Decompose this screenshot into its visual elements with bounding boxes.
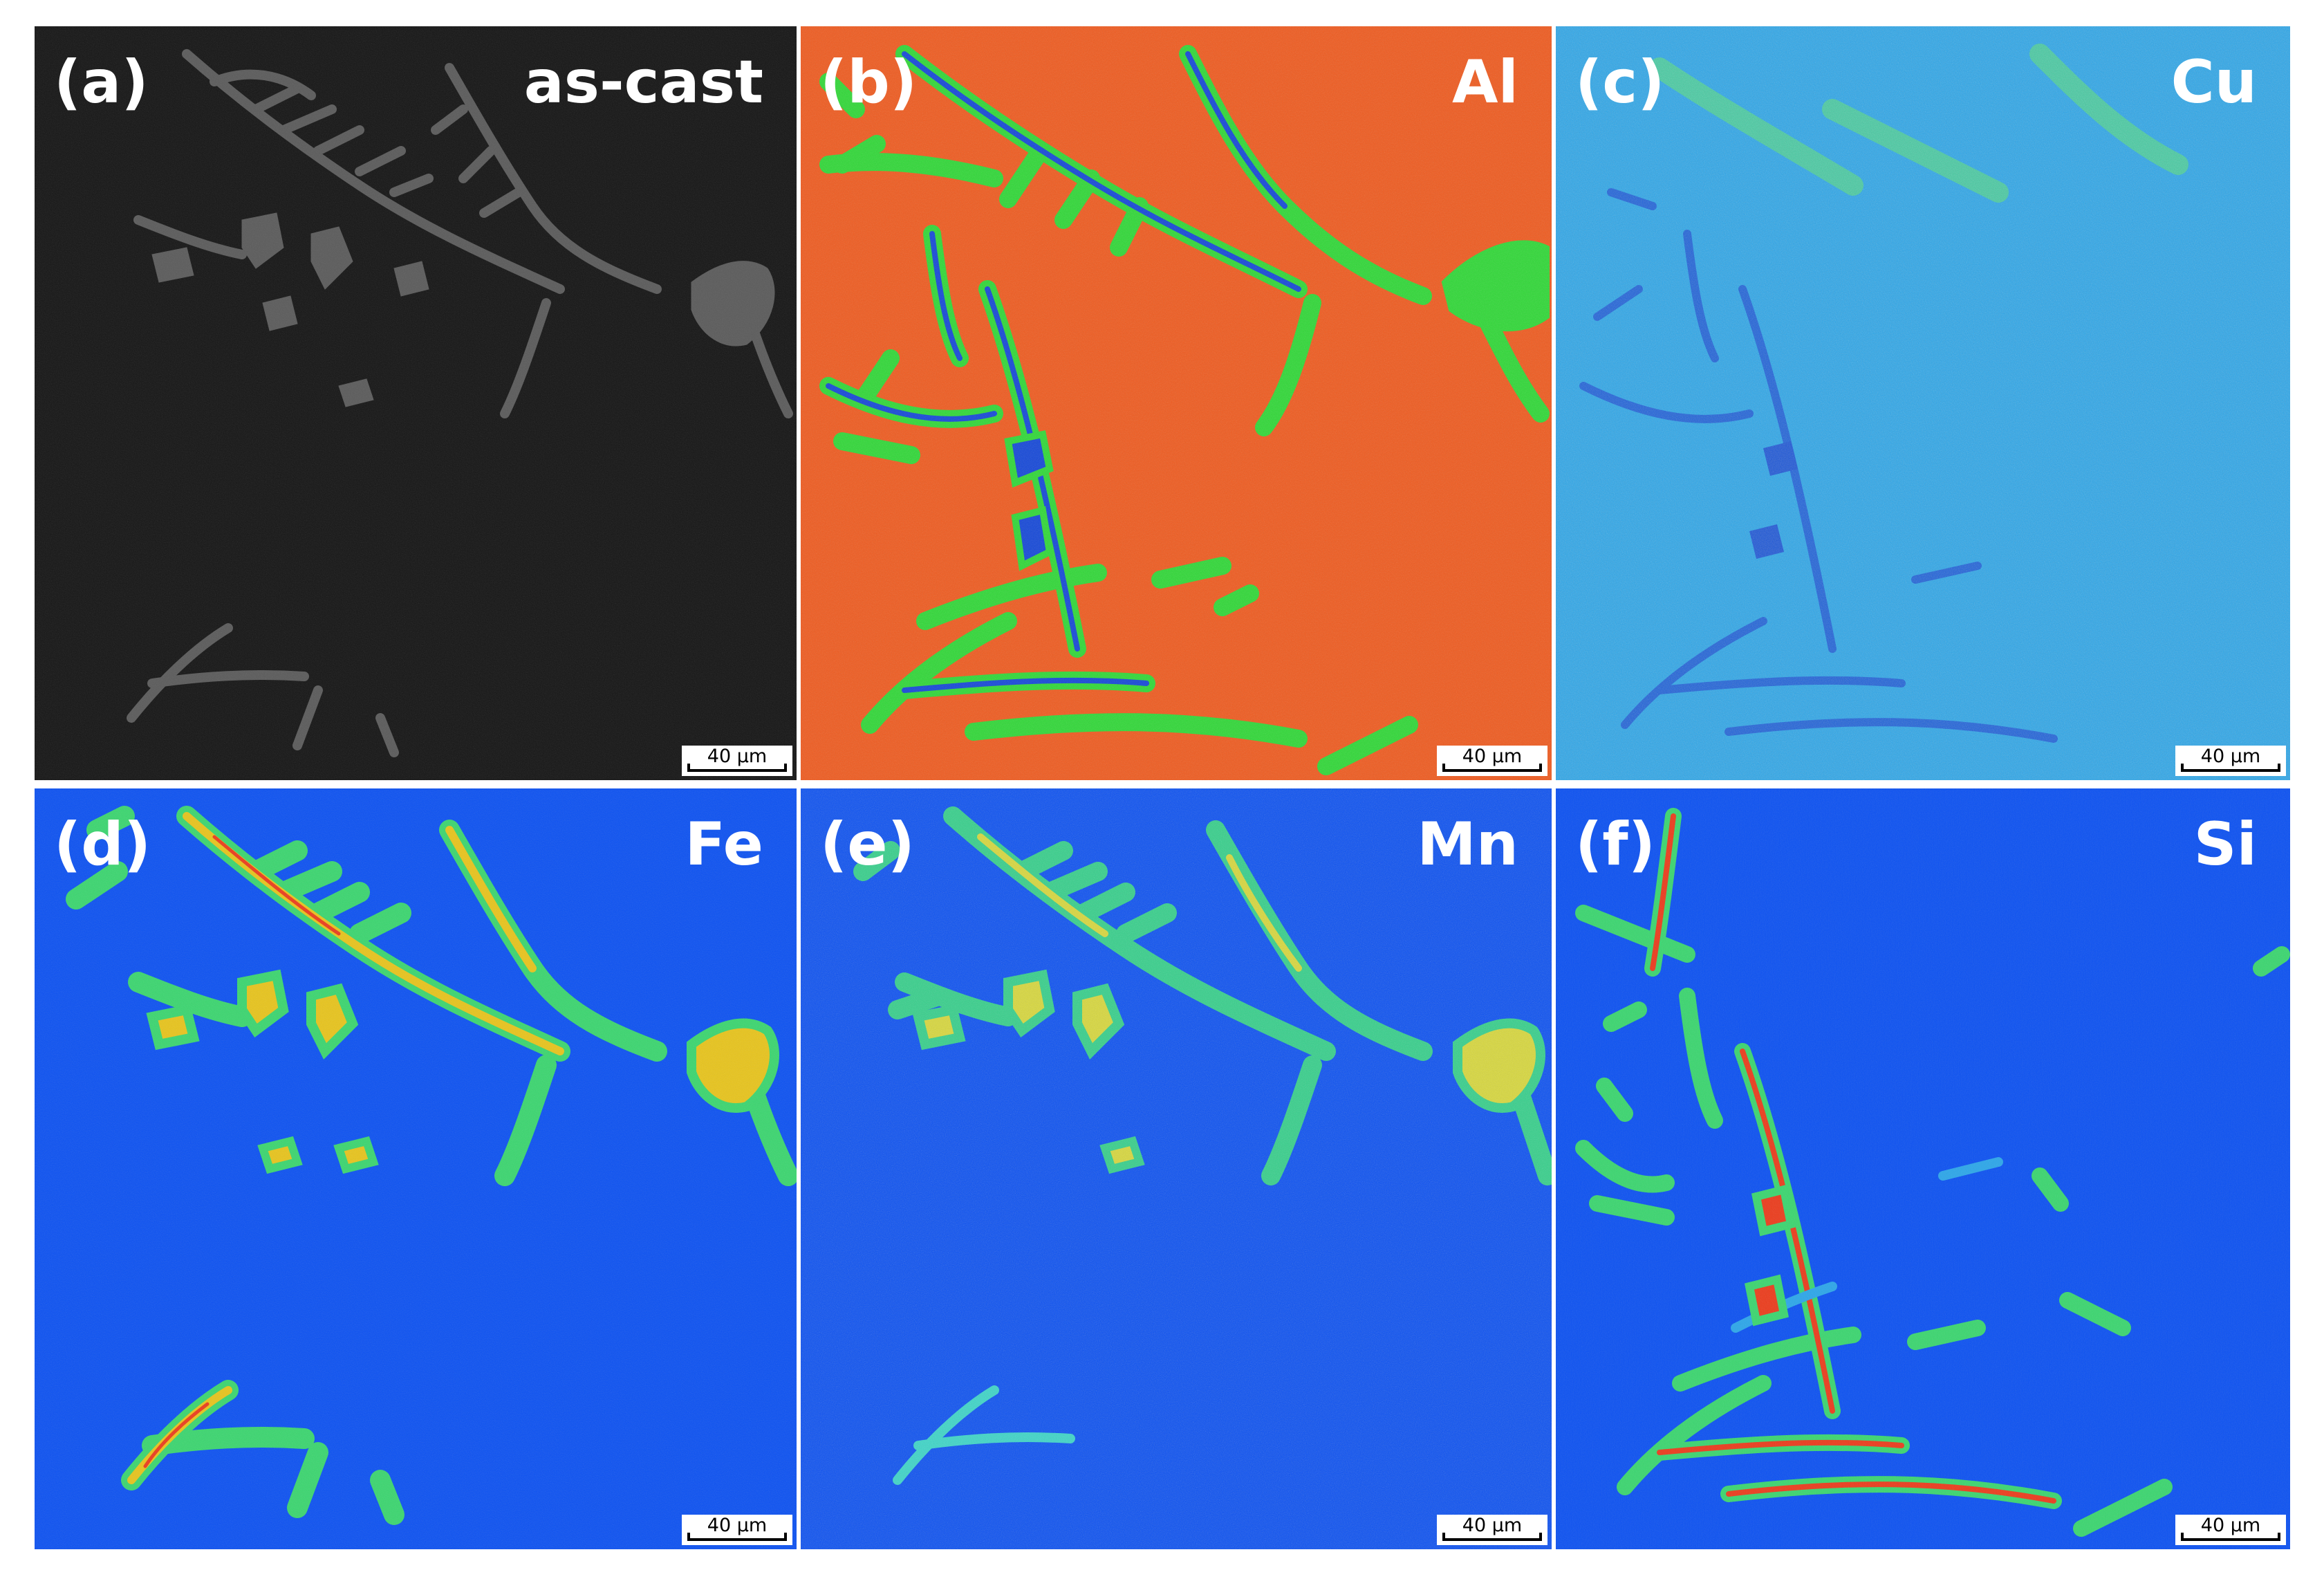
panel-d-scale-bar-line	[687, 1538, 787, 1541]
panel-f-scale-bar-line	[2181, 1538, 2280, 1541]
panel-f-scale-bar-tick-right	[2278, 1533, 2280, 1541]
panel-d-scale-bar-text: 40 μm	[707, 1515, 768, 1536]
panel-f-map	[1556, 788, 2290, 1549]
panel-c-scale-bar-tick-left	[2181, 764, 2184, 772]
panel-e-scale-bar-line	[1442, 1538, 1542, 1541]
panel-a-element-label: as-cast	[523, 48, 763, 117]
panel-e-scale-bar: 40 μm	[1437, 1515, 1547, 1545]
panel-b-element-label: Al	[1451, 48, 1518, 117]
panel-b-scale-bar-text: 40 μm	[1462, 746, 1523, 767]
panel-e: (e) Mn 40 μm	[801, 788, 1552, 1549]
panel-e-scale-bar-text: 40 μm	[1462, 1515, 1523, 1536]
panel-b: (b) Al 40 μm	[801, 26, 1552, 780]
panel-c-element-label: Cu	[2170, 48, 2257, 117]
panel-d-label: (d)	[54, 810, 151, 879]
panel-c-scale-bar-text: 40 μm	[2200, 746, 2261, 767]
panel-b-label: (b)	[820, 48, 918, 117]
panel-c-label: (c)	[1575, 48, 1665, 117]
panel-f-element-label: Si	[2193, 810, 2257, 879]
panel-e-scale-bar-tick-left	[1442, 1533, 1445, 1541]
panel-e-element-label: Mn	[1417, 810, 1518, 879]
panel-c-scale-bar: 40 μm	[2175, 746, 2286, 776]
panel-a-scale-bar-text: 40 μm	[707, 746, 768, 767]
panel-c-scale-bar-line	[2181, 769, 2280, 772]
panel-f-scale-bar-text: 40 μm	[2200, 1515, 2261, 1536]
panel-c: (c) Cu 40 μm	[1556, 26, 2290, 780]
panel-e-scale-bar-tick-right	[1539, 1533, 1542, 1541]
panel-a-map	[35, 26, 797, 780]
panel-b-scale-bar-line	[1442, 769, 1542, 772]
panel-a-scale-bar: 40 μm	[682, 746, 792, 776]
panel-a: (a) as-cast 40 μm	[35, 26, 797, 780]
panel-a-scale-bar-tick-right	[784, 764, 787, 772]
panel-d-scale-bar-tick-left	[687, 1533, 690, 1541]
panel-d-scale-bar: 40 μm	[682, 1515, 792, 1545]
panel-a-label: (a)	[54, 48, 149, 117]
panel-d-scale-bar-tick-right	[784, 1533, 787, 1541]
panel-e-map	[801, 788, 1552, 1549]
panel-d-element-label: Fe	[685, 810, 763, 879]
panel-f-scale-bar-tick-left	[2181, 1533, 2184, 1541]
panel-a-scale-bar-tick-left	[687, 764, 690, 772]
panel-b-scale-bar: 40 μm	[1437, 746, 1547, 776]
panel-a-scale-bar-line	[687, 769, 787, 772]
panel-c-map	[1556, 26, 2290, 780]
panel-f: (f) Si 40 μm	[1556, 788, 2290, 1549]
panel-f-scale-bar: 40 μm	[2175, 1515, 2286, 1545]
panel-b-scale-bar-tick-left	[1442, 764, 1445, 772]
panel-d: (d) Fe 40 μm	[35, 788, 797, 1549]
panel-c-scale-bar-tick-right	[2278, 764, 2280, 772]
panel-e-label: (e)	[820, 810, 915, 879]
panel-b-map	[801, 26, 1552, 780]
panel-d-map	[35, 788, 797, 1549]
panel-f-label: (f)	[1575, 810, 1656, 879]
panel-b-scale-bar-tick-right	[1539, 764, 1542, 772]
